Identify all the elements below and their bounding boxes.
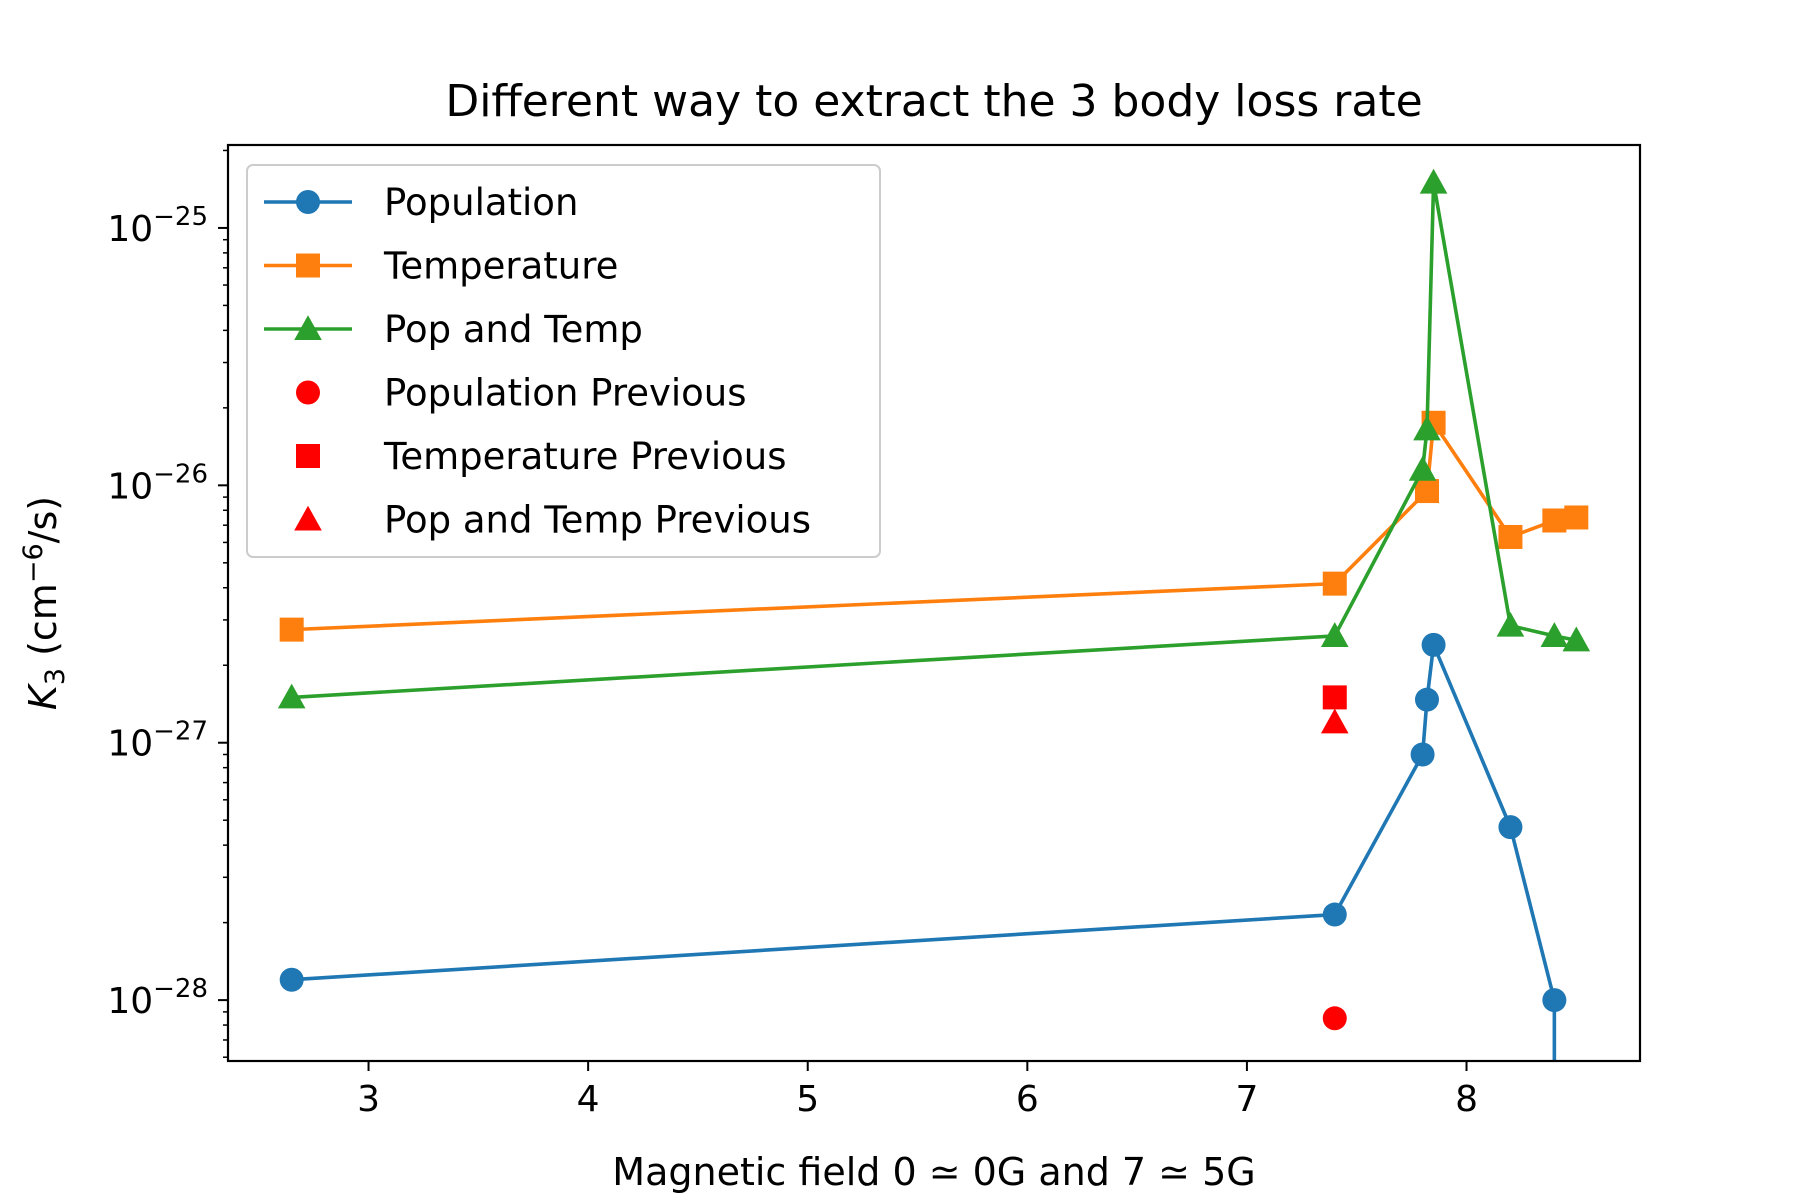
legend-entry: Population Previous <box>384 372 747 415</box>
y-axis: 10−28 10−27 10−26 10−25 <box>107 149 228 1058</box>
y-tick-label: 10−25 <box>107 202 208 250</box>
data-point <box>1322 1006 1347 1031</box>
y-axis-label-end: /s) <box>21 496 65 543</box>
legend-marker <box>294 505 322 531</box>
data-point <box>1408 455 1437 481</box>
series-pop-and-temp <box>277 168 1591 709</box>
y-tick-label: 10−28 <box>107 974 208 1022</box>
data-point <box>1542 988 1567 1013</box>
data-point <box>1421 632 1446 657</box>
x-tick-label: 8 <box>1455 1079 1478 1120</box>
data-point <box>1498 524 1523 549</box>
data-point <box>1320 622 1349 647</box>
legend-marker <box>296 444 320 468</box>
data-point <box>277 683 306 709</box>
y-tick-label: 10−26 <box>107 459 208 507</box>
x-tick-label: 3 <box>357 1079 380 1120</box>
y-axis-label-sup: −6 <box>18 543 49 583</box>
x-tick-label: 4 <box>577 1079 600 1120</box>
legend-marker <box>296 190 320 214</box>
legend-marker <box>294 315 322 341</box>
series-line <box>291 643 1557 1061</box>
series-population <box>279 632 1567 1061</box>
data-point <box>1322 685 1347 710</box>
legend-entry: Pop and Temp Previous <box>384 499 811 542</box>
data-point <box>1419 168 1448 194</box>
data-point <box>1414 479 1439 504</box>
x-axis: 3 4 5 6 7 8 <box>357 1061 1478 1120</box>
chart-title: Different way to extract the 3 body loss… <box>445 76 1422 127</box>
series-temperature-previous <box>1322 685 1347 710</box>
series-pop-and-temp-previous <box>1320 708 1349 734</box>
legend-entry: Temperature <box>383 245 618 288</box>
y-axis-label: K3 (cm−6/s) <box>18 496 71 710</box>
x-tick-label: 6 <box>1016 1079 1039 1120</box>
x-tick-label: 5 <box>796 1079 819 1120</box>
data-point <box>1540 622 1569 647</box>
data-point <box>1498 815 1523 840</box>
data-point <box>1414 687 1439 712</box>
y-tick-label: 10−27 <box>107 717 208 765</box>
legend-entry: Temperature Previous <box>383 435 787 478</box>
plot-frame <box>226 143 1642 1063</box>
x-tick-label: 7 <box>1235 1079 1258 1120</box>
series-layer <box>277 168 1591 1061</box>
data-point <box>1410 742 1435 767</box>
legend: Population Temperature Pop and Temp Populat… <box>246 164 881 558</box>
data-point <box>1496 611 1525 637</box>
legend-frame <box>246 164 881 558</box>
data-point <box>1564 505 1589 530</box>
data-point <box>279 617 304 642</box>
data-point <box>1320 708 1349 734</box>
y-axis-label-k: K <box>21 682 65 710</box>
data-point <box>1322 902 1347 927</box>
data-point <box>1322 571 1347 596</box>
y-axis-label-unit: (cm <box>21 583 65 668</box>
legend-entry: Pop and Temp <box>384 308 643 351</box>
data-point <box>1562 626 1591 652</box>
data-point <box>1542 508 1567 533</box>
legend-entry: Population <box>384 181 578 224</box>
legend-marker <box>296 253 320 278</box>
x-axis-label: Magnetic field 0 ≃ 0G and 7 ≃ 5G <box>612 1150 1255 1194</box>
y-axis-label-sub: 3 <box>40 668 71 685</box>
data-point <box>1413 415 1441 441</box>
legend-marker <box>296 380 320 405</box>
series-population-previous <box>1322 1006 1347 1031</box>
data-point <box>279 967 304 992</box>
series-line <box>291 180 1577 700</box>
